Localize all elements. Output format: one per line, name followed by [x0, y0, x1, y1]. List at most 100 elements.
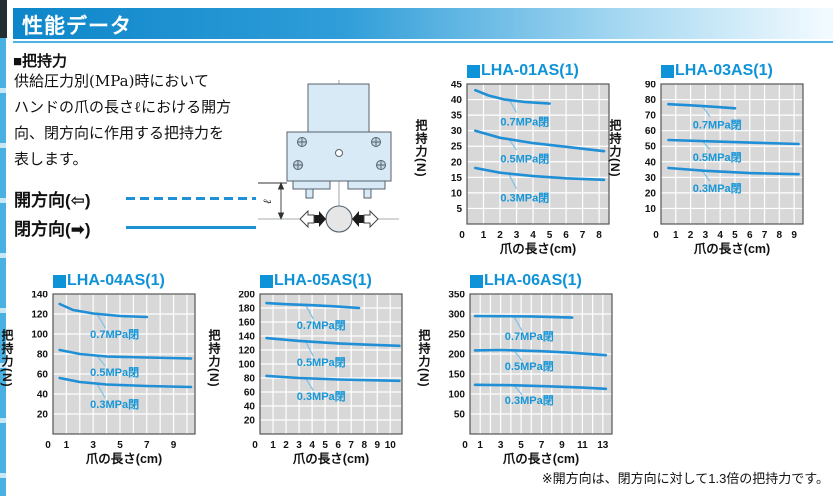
svg-text:4: 4	[309, 440, 315, 451]
svg-text:150: 150	[448, 370, 465, 381]
svg-text:2: 2	[688, 230, 694, 241]
svg-text:1: 1	[673, 230, 679, 241]
svg-text:7: 7	[539, 440, 545, 451]
svg-text:2: 2	[497, 230, 503, 241]
y-axis-label: 把持力(N)	[0, 329, 14, 388]
svg-text:160: 160	[238, 318, 255, 329]
svg-text:0: 0	[462, 440, 468, 451]
svg-text:80: 80	[37, 350, 49, 361]
svg-text:2: 2	[283, 440, 289, 451]
chart-lha-01as: LHA-01AS(1) 把持力(N) 5 10 15 20 25 30 35 40 45 0 1 2 3…	[411, 61, 613, 257]
svg-text:6: 6	[563, 230, 569, 241]
open-direction-arrow-left	[299, 209, 315, 229]
y-axis-label: 把持力(N)	[414, 119, 428, 178]
svg-text:0.3MPa閉: 0.3MPa閉	[90, 398, 139, 411]
svg-text:5: 5	[732, 230, 738, 241]
svg-text:300: 300	[448, 310, 465, 321]
svg-text:3: 3	[514, 230, 520, 241]
svg-text:5: 5	[322, 440, 328, 451]
svg-text:3: 3	[296, 440, 302, 451]
header-underline	[13, 41, 833, 43]
chart-title: LHA-01AS(1)	[467, 61, 579, 81]
description-line: ハンドの爪の長さℓにおける開方	[14, 98, 232, 116]
svg-text:4: 4	[530, 230, 536, 241]
chart-title: LHA-05AS(1)	[260, 271, 372, 291]
svg-text:6: 6	[747, 230, 753, 241]
chart-plot: 20 40 60 80 100 120 140 0 1 3 5 7 9 爪の長さ(cm) 0.7MPa閉 0.…	[31, 291, 196, 466]
svg-text:120: 120	[31, 310, 48, 321]
y-axis-label: 把持力(N)	[417, 329, 431, 388]
description-line: 供給圧力別(MPa)時において	[14, 72, 209, 90]
svg-text:0: 0	[653, 230, 659, 241]
svg-text:60: 60	[37, 370, 49, 381]
svg-text:20: 20	[244, 416, 256, 427]
svg-text:3: 3	[90, 440, 96, 451]
svg-text:1: 1	[270, 440, 276, 451]
svg-text:8: 8	[596, 230, 602, 241]
svg-text:3: 3	[498, 440, 504, 451]
svg-text:8: 8	[361, 440, 367, 451]
svg-text:0.5MPa閉: 0.5MPa閉	[297, 356, 346, 369]
svg-text:10: 10	[645, 204, 657, 215]
svg-text:350: 350	[448, 291, 465, 301]
svg-text:爪の長さ(cm): 爪の長さ(cm)	[503, 451, 579, 466]
svg-text:0: 0	[459, 230, 465, 241]
section-heading: ■把持力	[13, 53, 68, 70]
dashed-line-icon	[126, 197, 256, 200]
solid-line-icon	[126, 226, 256, 229]
svg-text:0.5MPa閉: 0.5MPa閉	[90, 366, 139, 379]
page-title: 性能データ	[22, 15, 132, 38]
finger-tab-left	[305, 188, 314, 199]
y-axis-label: 把持力(N)	[608, 119, 622, 178]
svg-text:0.3MPa閉: 0.3MPa閉	[693, 182, 742, 195]
description: 供給圧力別(MPa)時において ハンドの爪の長さℓにおける開方 向、閉方向に作用…	[14, 68, 280, 172]
svg-text:70: 70	[645, 111, 657, 122]
svg-text:40: 40	[244, 402, 256, 413]
svg-text:20: 20	[451, 157, 463, 168]
chart-title: LHA-06AS(1)	[470, 271, 582, 291]
svg-text:0.3MPa閉: 0.3MPa閉	[297, 390, 346, 403]
svg-text:9: 9	[374, 440, 380, 451]
length-symbol: ℓ	[261, 199, 274, 204]
svg-text:60: 60	[645, 126, 657, 137]
svg-text:45: 45	[451, 81, 463, 91]
svg-text:40: 40	[451, 95, 463, 106]
finger-block-left	[292, 180, 331, 190]
svg-text:1: 1	[481, 230, 487, 241]
svg-text:爪の長さ(cm): 爪の長さ(cm)	[86, 451, 162, 466]
svg-text:40: 40	[37, 390, 49, 401]
svg-text:0.3MPa閉: 0.3MPa閉	[505, 394, 554, 407]
svg-text:20: 20	[645, 188, 657, 199]
svg-text:250: 250	[448, 330, 465, 341]
open-direction-arrow-right	[363, 209, 379, 229]
footnote: ※開方向は、閉方向に対して1.3倍の把持力です。	[541, 471, 829, 486]
svg-text:0.7MPa閉: 0.7MPa閉	[500, 115, 549, 128]
svg-text:5: 5	[518, 440, 524, 451]
legend-open-direction: 開方向(⇦)	[14, 184, 256, 213]
legend-close-label: 閉方向(➡)	[14, 220, 91, 239]
chart-plot: 20 40 60 80 100 120 140 160 180 200 0 1 2 3 4 5 6 7 8 9 10 爪の…	[238, 291, 403, 466]
svg-text:80: 80	[244, 374, 256, 385]
svg-text:50: 50	[645, 142, 657, 153]
legend-close-direction: 閉方向(➡)	[14, 213, 256, 242]
workpiece-circle	[325, 205, 353, 233]
center-hole	[335, 149, 343, 157]
svg-text:7: 7	[762, 230, 768, 241]
svg-text:0.5MPa閉: 0.5MPa閉	[505, 360, 554, 373]
legend: 開方向(⇦) 閉方向(➡)	[14, 184, 256, 242]
legend-open-label: 開方向(⇦)	[14, 191, 91, 210]
svg-text:爪の長さ(cm): 爪の長さ(cm)	[293, 451, 369, 466]
finger-block-right	[347, 180, 386, 190]
svg-text:爪の長さ(cm): 爪の長さ(cm)	[500, 241, 576, 256]
svg-text:100: 100	[238, 360, 255, 371]
svg-text:10: 10	[385, 440, 397, 451]
svg-text:爪の長さ(cm): 爪の長さ(cm)	[694, 241, 770, 256]
svg-text:180: 180	[238, 304, 255, 315]
svg-text:9: 9	[791, 230, 797, 241]
svg-text:200: 200	[238, 291, 255, 301]
svg-text:0: 0	[45, 440, 51, 451]
description-line: 表します。	[14, 150, 88, 168]
chart-plot: 10 20 30 40 50 60 70 80 90 0 1 2 3 4 5 6 7 8 9 爪の長さ(cm) 0.7M…	[645, 81, 804, 256]
